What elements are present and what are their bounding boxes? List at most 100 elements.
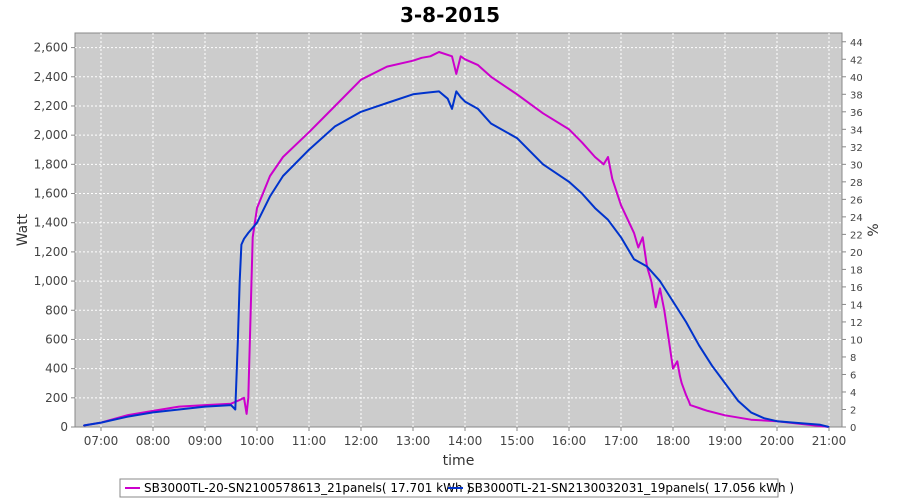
x-tick-label: 17:00	[604, 434, 639, 448]
data-point	[252, 236, 254, 238]
data-point	[451, 108, 453, 110]
legend-label-2: SB3000TL-21-SN2130032031_19panels( 17.05…	[467, 481, 794, 495]
y2-tick-label: 12	[850, 318, 863, 329]
chart-title: 3-8-2015	[400, 3, 500, 27]
data-point	[668, 338, 670, 340]
y2-tick-label: 10	[850, 335, 863, 346]
legend: SB3000TL-20-SN2100578613_21panels( 17.70…	[119, 478, 794, 498]
data-point	[672, 368, 674, 370]
y2-tick-label: 42	[850, 55, 863, 66]
data-point	[230, 403, 232, 405]
data-point	[421, 57, 423, 59]
data-point	[737, 400, 739, 402]
data-point	[204, 404, 206, 406]
data-point	[763, 417, 765, 419]
data-point	[126, 414, 128, 416]
x-tick-label: 07:00	[84, 434, 119, 448]
data-point	[633, 232, 635, 234]
data-point	[663, 309, 665, 311]
legend-label-1: SB3000TL-20-SN2100578613_21panels( 17.70…	[144, 481, 471, 495]
data-point	[542, 112, 544, 114]
y-tick-label: 2,000	[34, 128, 68, 142]
data-point	[568, 128, 570, 130]
data-point	[607, 156, 609, 158]
data-point	[568, 181, 570, 183]
y2-tick-label: 32	[850, 143, 863, 154]
data-point	[776, 420, 778, 422]
data-point	[650, 280, 652, 282]
data-point	[607, 219, 609, 221]
data-point	[230, 404, 232, 406]
data-point	[711, 365, 713, 367]
data-point	[246, 413, 248, 415]
data-point	[447, 98, 449, 100]
data-point	[204, 406, 206, 408]
data-point	[659, 280, 661, 282]
data-point	[126, 416, 128, 418]
data-point	[490, 122, 492, 125]
y2-tick-label: 0	[850, 423, 856, 434]
data-point	[603, 163, 605, 165]
data-point	[152, 411, 154, 413]
data-point	[234, 408, 236, 411]
data-point	[455, 90, 457, 92]
y2-tick-label: 14	[850, 300, 863, 311]
data-point	[438, 51, 440, 53]
x-tick-label: 10:00	[240, 434, 275, 448]
data-point	[750, 419, 752, 421]
data-point	[247, 397, 249, 399]
x-tick-label: 11:00	[292, 434, 327, 448]
x-tick-label: 08:00	[136, 434, 171, 448]
data-point	[581, 141, 583, 143]
y2-tick-label: 8	[850, 353, 856, 364]
data-point	[542, 163, 544, 165]
data-point	[620, 236, 622, 238]
data-point	[516, 93, 518, 95]
data-point	[642, 236, 644, 238]
plot-area	[74, 32, 843, 428]
data-point	[681, 382, 683, 384]
y-axis-label: Watt	[15, 213, 31, 246]
y-tick-label: 1,600	[34, 187, 68, 201]
data-point	[412, 93, 414, 95]
y-tick-label: 1,800	[34, 157, 68, 171]
data-point	[659, 287, 661, 289]
data-point	[698, 407, 700, 409]
y2-tick-label: 38	[850, 90, 863, 101]
data-point	[438, 90, 440, 92]
y2-tick-label: 34	[850, 125, 863, 136]
y2-tick-label: 24	[850, 213, 863, 224]
data-point	[243, 238, 245, 240]
data-point	[239, 280, 241, 282]
data-point	[412, 60, 414, 62]
x-tick-label: 19:00	[708, 434, 743, 448]
data-point	[429, 55, 431, 57]
data-point	[707, 410, 709, 412]
x-tick-label: 21:00	[812, 434, 847, 448]
data-point	[178, 408, 180, 411]
data-point	[425, 92, 427, 94]
y2-tick-label: 16	[850, 283, 863, 294]
data-point	[594, 207, 596, 209]
y2-tick-label: 26	[850, 195, 863, 206]
data-point	[240, 244, 242, 246]
data-point	[334, 125, 336, 127]
x-tick-label: 15:00	[500, 434, 535, 448]
data-point	[282, 156, 284, 158]
data-point	[308, 149, 310, 151]
y2-tick-label: 28	[850, 178, 863, 189]
y-tick-label: 2,600	[34, 41, 68, 55]
y2-tick-label: 4	[850, 388, 856, 399]
data-point	[243, 397, 245, 399]
y-tick-label: 800	[45, 303, 68, 317]
data-point	[256, 222, 258, 224]
data-point	[672, 300, 674, 303]
data-point	[750, 411, 752, 413]
x-tick-label: 18:00	[656, 434, 691, 448]
data-point	[360, 79, 362, 81]
data-point	[237, 338, 239, 340]
data-point	[633, 258, 635, 260]
y2-tick-label: 40	[850, 73, 863, 84]
data-point	[239, 399, 241, 401]
data-point	[477, 64, 479, 66]
